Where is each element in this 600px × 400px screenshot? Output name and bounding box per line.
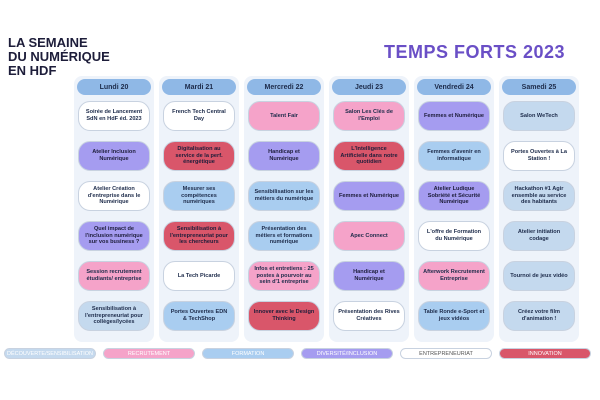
title: LA SEMAINE DU NUMÉRIQUE EN HDF (8, 36, 110, 78)
event: French Tech Central Day (163, 101, 235, 131)
event: Atelier Ludique Sobriété et Sécurité Num… (418, 181, 490, 211)
event: Femmes d'avenir en informatique (418, 141, 490, 171)
day-header: Samedi 25 (502, 79, 576, 95)
title-line: EN HDF (8, 63, 57, 78)
day-column: Samedi 25 Salon WeTech Portes Ouvertes à L… (499, 76, 579, 342)
event: Quel impact de l'inclusion numérique sur… (78, 221, 150, 251)
event: Sensibilisation à l'entrepreneuriat pour… (163, 221, 235, 251)
event: Digitalisation au service de la perf. én… (163, 141, 235, 171)
event: L'offre de Formation du Numérique (418, 221, 490, 251)
event: Handicap et Numérique (333, 261, 405, 291)
day-header: Vendredi 24 (417, 79, 491, 95)
event: La Tech Picarde (163, 261, 235, 291)
event: Sensibilisation sur les métiers du numér… (248, 181, 320, 211)
event: Afterwork Recrutement Entreprise (418, 261, 490, 291)
event: Présentation des Rives Créatives (333, 301, 405, 331)
event: Innover avec le Design Thinking (248, 301, 320, 331)
day-header: Lundi 20 (77, 79, 151, 95)
event: Créez votre film d'animation ! (503, 301, 575, 331)
event: Présentation des métiers et formations n… (248, 221, 320, 251)
legend-item: FORMATION (202, 348, 294, 359)
event: Session recrutement étudiants/ entrepris… (78, 261, 150, 291)
subtitle: TEMPS FORTS 2023 (384, 42, 566, 62)
title-line: DU NUMÉRIQUE (8, 49, 110, 64)
event: Salon Les Clés de l'Emploi (333, 101, 405, 131)
event: Mesurer ses compétences numériques (163, 181, 235, 211)
legend-item: INNOVATION (499, 348, 591, 359)
event: Talent Fair (248, 101, 320, 131)
event: Atelier initiation codage (503, 221, 575, 251)
day-header: Jeudi 23 (332, 79, 406, 95)
event: Hackathon #1 Agir ensemble au service de… (503, 181, 575, 211)
event: Infos et entretiens : 25 postes à pourvo… (248, 261, 320, 291)
day-header: Mardi 21 (162, 79, 236, 95)
event: Apec Connect (333, 221, 405, 251)
legend-item: DIVERSITÉ/INCLUSION (301, 348, 393, 359)
event: Femmes et Numérique (418, 101, 490, 131)
event: Portes Ouvertes EDN & TechShop (163, 301, 235, 331)
day-column: Mercredi 22 Talent Fair Handicap et Numéri… (244, 76, 324, 342)
day-column: Jeudi 23 Salon Les Clés de l'Emploi L'Inte… (329, 76, 409, 342)
event: Atelier Inclusion Numérique (78, 141, 150, 171)
day-column: Vendredi 24 Femmes et Numérique Femmes d'a… (414, 76, 494, 342)
event: Soirée de Lancement SdN en HdF éd. 2023 (78, 101, 150, 131)
legend-item: RECRUTEMENT (103, 348, 195, 359)
legend-item: DÉCOUVERTE/SENSIBILISATION (4, 348, 96, 359)
day-column: Lundi 20 Soirée de Lancement SdN en HdF é… (74, 76, 154, 342)
event: Salon WeTech (503, 101, 575, 131)
day-column: Mardi 21 French Tech Central Day Digitalis… (159, 76, 239, 342)
event: Sensibilisation à l'entrepreneuriat pour… (78, 301, 150, 331)
event: Tournoi de jeux vidéo (503, 261, 575, 291)
event: Atelier Création d'entreprise dans le Nu… (78, 181, 150, 211)
event: L'Intelligence Artificielle dans notre q… (333, 141, 405, 171)
event: Table Ronde e-Sport et jeux vidéos (418, 301, 490, 331)
event: Femmes et Numérique (333, 181, 405, 211)
event: Portes Ouvertes à La Station ! (503, 141, 575, 171)
day-header: Mercredi 22 (247, 79, 321, 95)
event: Handicap et Numérique (248, 141, 320, 171)
legend-item: ENTREPRENEURIAT (400, 348, 492, 359)
title-line: LA SEMAINE (8, 35, 88, 50)
